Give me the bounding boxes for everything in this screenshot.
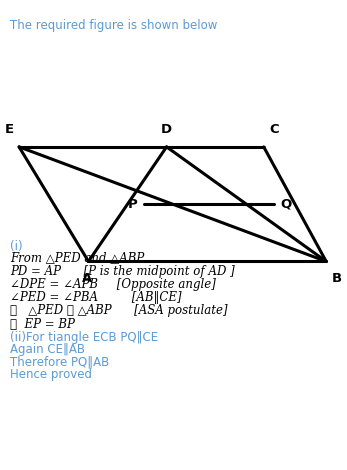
Text: (ii)For tiangle ECB PQ‖CE: (ii)For tiangle ECB PQ‖CE <box>10 331 159 344</box>
Text: PD = AP      [P is the midpoint of AD ]: PD = AP [P is the midpoint of AD ] <box>10 265 235 278</box>
Text: ∠DPE = ∠APB     [Opposite angle]: ∠DPE = ∠APB [Opposite angle] <box>10 278 216 291</box>
Text: E: E <box>5 123 14 136</box>
Text: ∴  EP = BP: ∴ EP = BP <box>10 318 75 331</box>
Text: C: C <box>269 123 279 136</box>
Text: ∠PED = ∠PBA         [AB‖CE]: ∠PED = ∠PBA [AB‖CE] <box>10 291 182 304</box>
Text: D: D <box>161 123 172 136</box>
Text: Hence proved: Hence proved <box>10 368 92 381</box>
Text: B: B <box>331 272 341 285</box>
Text: From △PED and △ABP: From △PED and △ABP <box>10 251 145 265</box>
Text: A: A <box>82 272 92 285</box>
Text: (i): (i) <box>10 240 23 253</box>
Text: Q: Q <box>280 198 291 211</box>
Text: ∴   △PED ≅ △ABP      [ASA postulate]: ∴ △PED ≅ △ABP [ASA postulate] <box>10 304 228 317</box>
Text: Therefore PQ‖AB: Therefore PQ‖AB <box>10 355 110 368</box>
Text: Again CE‖AB: Again CE‖AB <box>10 343 85 356</box>
Text: P: P <box>128 198 138 211</box>
Text: The required figure is shown below: The required figure is shown below <box>10 19 218 32</box>
